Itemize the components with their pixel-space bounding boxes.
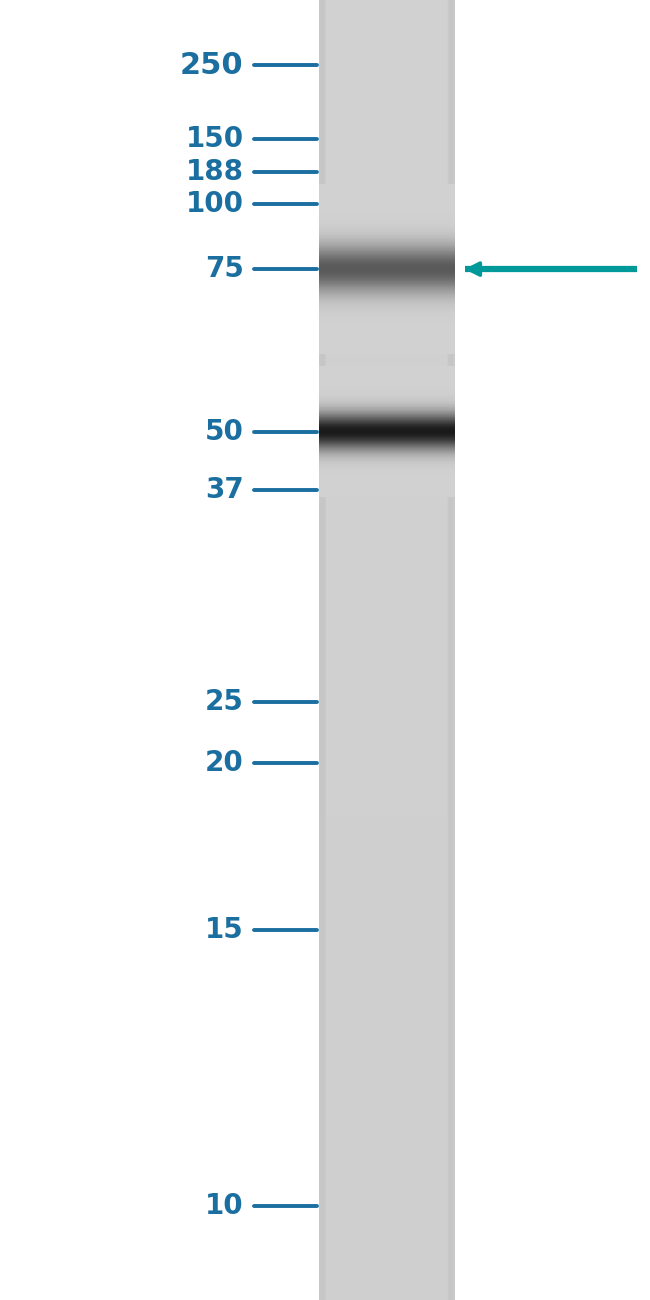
Text: 25: 25 <box>205 688 244 716</box>
Text: 15: 15 <box>205 915 244 944</box>
Text: 150: 150 <box>186 125 244 153</box>
Text: 250: 250 <box>180 51 244 79</box>
Text: 188: 188 <box>186 157 244 186</box>
Text: 100: 100 <box>186 190 244 218</box>
Text: 20: 20 <box>205 749 244 777</box>
Text: 10: 10 <box>205 1192 244 1221</box>
Text: 75: 75 <box>205 255 244 283</box>
Text: 37: 37 <box>205 476 244 504</box>
Text: 50: 50 <box>205 417 244 446</box>
